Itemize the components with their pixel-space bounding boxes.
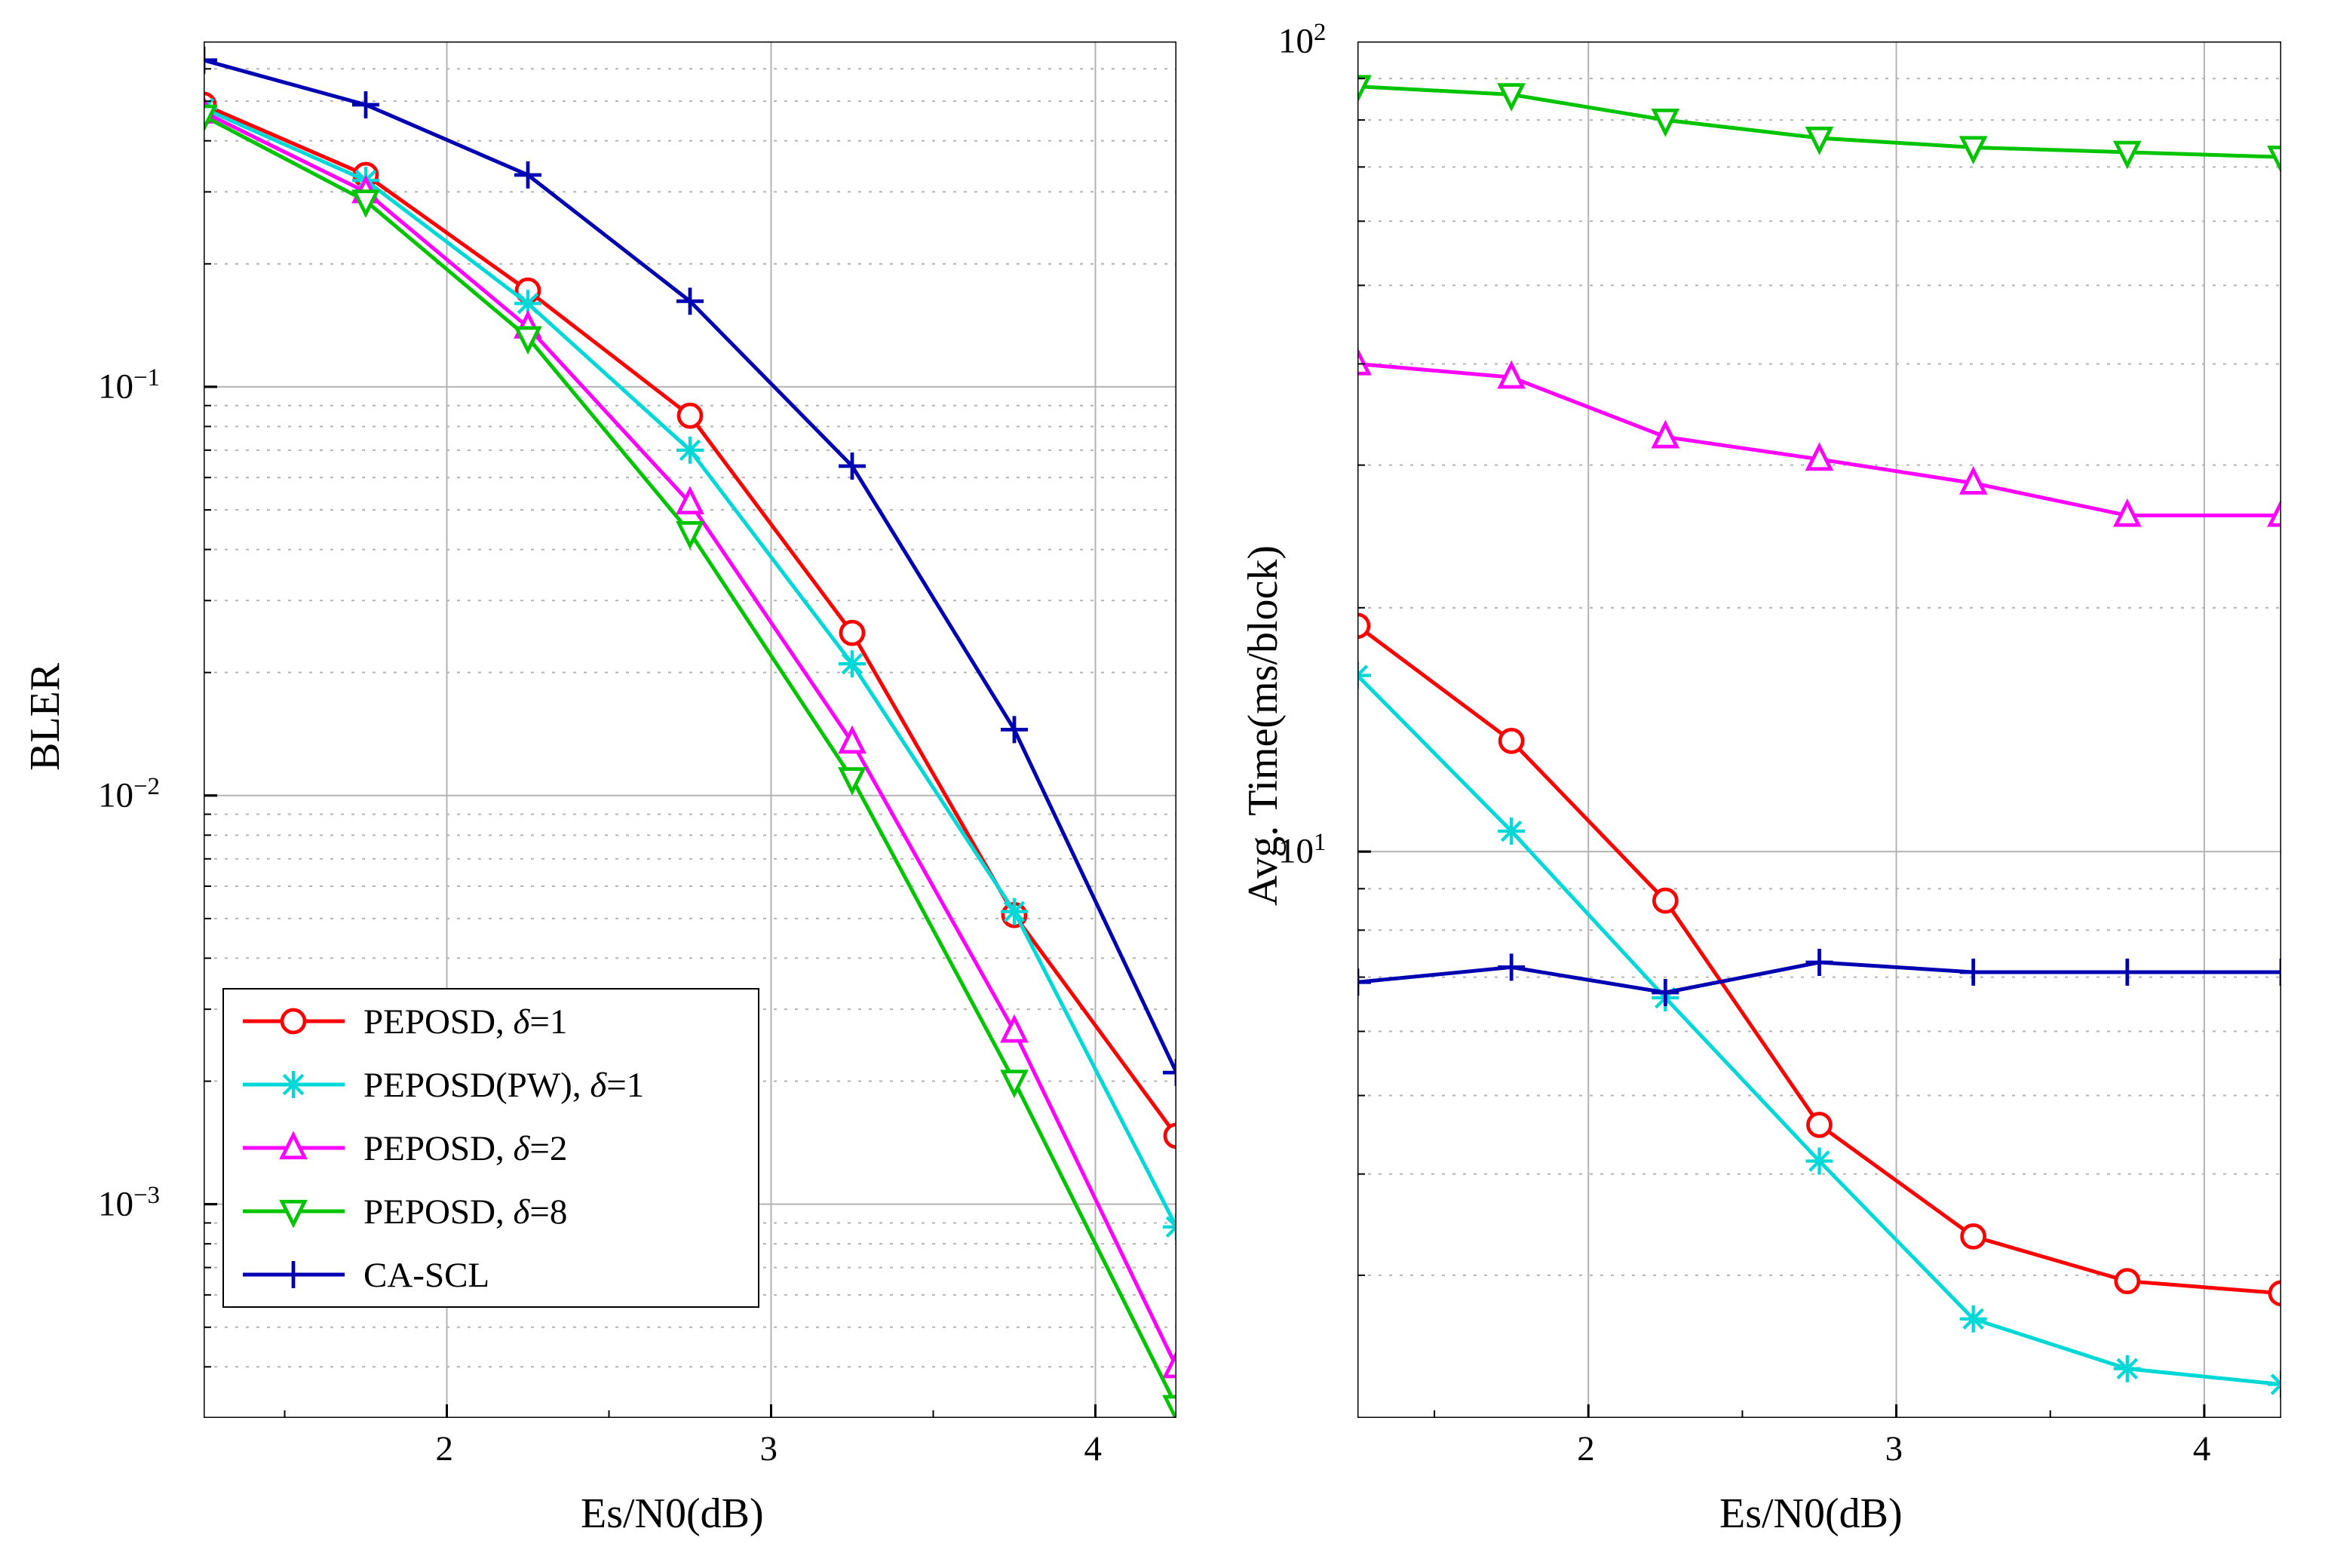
- xtick-label: 4: [1084, 1428, 1103, 1469]
- right-svg: [1357, 41, 2281, 1418]
- series-marker: [2114, 1355, 2141, 1382]
- series-marker: [1500, 729, 1523, 752]
- series-marker: [2116, 1270, 2139, 1293]
- series-marker: [1165, 1125, 1176, 1147]
- xtick-label: 2: [436, 1428, 454, 1469]
- legend-row: PEPOSD, δ=1: [224, 990, 758, 1053]
- series-marker: [1357, 615, 1369, 637]
- series-marker: [1001, 898, 1028, 925]
- ytick-label: 10−2: [98, 773, 160, 816]
- legend-row: PEPOSD, δ=2: [224, 1116, 758, 1180]
- xtick-label: 3: [1885, 1428, 1903, 1469]
- legend-label: PEPOSD(PW), δ=1: [363, 1065, 644, 1106]
- ytick-label: 102: [1278, 19, 1326, 62]
- series-marker: [1962, 1225, 1985, 1247]
- left-ylabel: BLER: [21, 680, 69, 771]
- series-marker: [1960, 1306, 1987, 1333]
- ytick-label: 10−1: [98, 364, 160, 407]
- series-marker: [676, 437, 704, 464]
- legend-row: PEPOSD(PW), δ=1: [224, 1053, 758, 1116]
- series-marker: [679, 404, 701, 427]
- xtick-label: 3: [760, 1428, 778, 1469]
- right-ylabel: Avg. Time(ms/block): [1239, 514, 1287, 937]
- series-marker: [2270, 1282, 2281, 1305]
- legend-label: CA-SCL: [363, 1255, 489, 1296]
- right-xlabel: Es/N0(dB): [1719, 1490, 1903, 1538]
- series-marker: [1498, 818, 1525, 845]
- series-marker: [1808, 1113, 1831, 1136]
- series-marker: [839, 650, 866, 677]
- left-xlabel: Es/N0(dB): [581, 1490, 764, 1538]
- legend-label: PEPOSD, δ=2: [363, 1128, 567, 1169]
- legend-row: PEPOSD, δ=8: [224, 1180, 758, 1243]
- right-chart: [1357, 41, 2281, 1418]
- series-marker: [1654, 889, 1676, 912]
- legend-label: PEPOSD, δ=8: [363, 1192, 567, 1232]
- ytick-label: 101: [1278, 829, 1326, 872]
- xtick-label: 2: [1577, 1428, 1595, 1469]
- series-marker: [1806, 1147, 1833, 1174]
- xtick-label: 4: [2193, 1428, 2211, 1469]
- legend-label: PEPOSD, δ=1: [363, 1002, 567, 1042]
- legend: PEPOSD, δ=1 PEPOSD(PW), δ=1 PEPOSD, δ=2 PEP…: [222, 988, 759, 1308]
- ytick-label: 10−3: [98, 1182, 160, 1225]
- series-marker: [841, 621, 863, 644]
- legend-row: CA-SCL: [224, 1243, 758, 1306]
